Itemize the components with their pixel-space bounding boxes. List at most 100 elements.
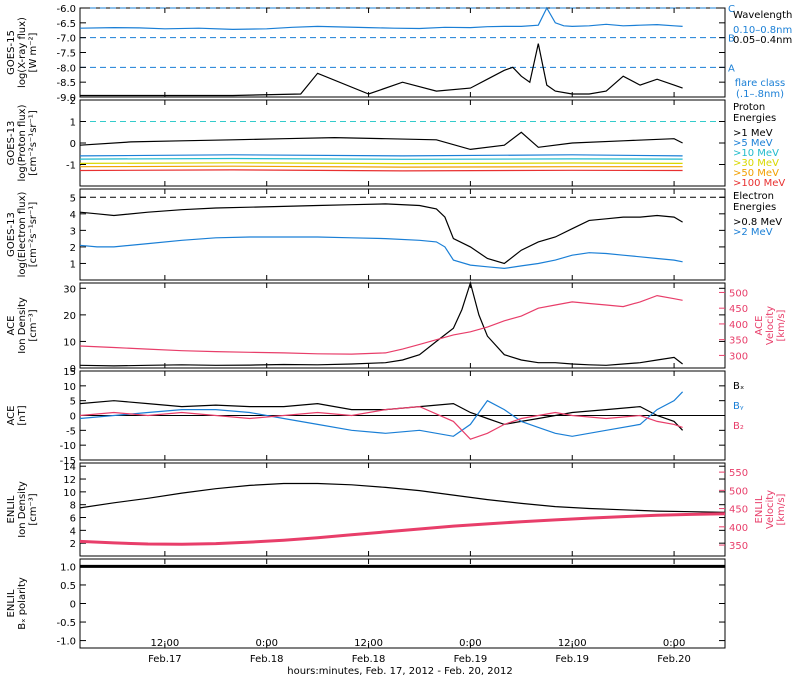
flare-class-note: flare class bbox=[735, 78, 785, 89]
y-tick-label: 1 bbox=[70, 118, 76, 129]
y-tick-label: 4 bbox=[70, 210, 76, 221]
y-right-tick-label: 450 bbox=[729, 505, 748, 516]
y-right-tick-label: 350 bbox=[729, 336, 748, 347]
y-tick-label: 14 bbox=[63, 462, 76, 473]
y-tick-label: 0 bbox=[70, 600, 76, 611]
y-axis-label: log(Electron flux) bbox=[17, 192, 28, 278]
flare-class-label: B bbox=[728, 34, 735, 45]
series-ion-density bbox=[79, 482, 726, 513]
panel-frame bbox=[79, 282, 726, 369]
y-tick-label: 4 bbox=[70, 526, 76, 537]
y-axis-label: GOES-13 bbox=[6, 121, 17, 166]
series-0-10-0-8nm bbox=[79, 6, 683, 31]
y-right-tick-label: 300 bbox=[729, 351, 748, 362]
legend-title: Energies bbox=[733, 202, 776, 213]
y-tick-label: -0.5 bbox=[56, 618, 76, 629]
y-tick-label: -7.0 bbox=[56, 34, 76, 45]
flare-class-label: A bbox=[728, 63, 735, 74]
y-tick-label: 0 bbox=[70, 364, 76, 375]
y-tick-label: 2 bbox=[70, 539, 76, 550]
series--50-mev bbox=[79, 165, 683, 168]
legend-entry: Bᵧ bbox=[733, 401, 744, 412]
y-axis-label: log(Proton flux) bbox=[17, 104, 28, 181]
x-axis: 12:00 Feb.17 0:00 Feb.18 12:00 Feb.18 0:00 Feb.… bbox=[148, 638, 691, 665]
legend-entry: B₂ bbox=[733, 421, 744, 432]
x-tick-label-time: 12:00 bbox=[354, 638, 383, 649]
y-right-tick-label: 550 bbox=[729, 468, 748, 479]
series-bx bbox=[79, 400, 684, 431]
y-axis-label: Bₓ polarity bbox=[17, 577, 28, 630]
y-tick-label: 8 bbox=[70, 501, 76, 512]
y-tick-label: 12 bbox=[63, 475, 76, 486]
legend-title: Proton bbox=[733, 102, 765, 113]
panel-frame bbox=[79, 188, 726, 281]
y-tick-label: -8.0 bbox=[56, 63, 76, 74]
panel-electron: 5 4 3 2 1 GOES-13 log(Electron flux) [cm⁻²s⁻¹sr… bbox=[6, 188, 782, 281]
x-tick-label-time: 12:00 bbox=[150, 638, 179, 649]
legend-entry: 0.10–0.8nm bbox=[733, 25, 792, 36]
legend-entry: >30 MeV bbox=[733, 158, 779, 169]
y-tick-label: -1.0 bbox=[56, 637, 76, 648]
y-tick-label: 30 bbox=[63, 284, 76, 295]
series--2-mev bbox=[79, 236, 683, 270]
y-axis-label: [cm⁻³] bbox=[28, 493, 39, 525]
y-right-tick-label: 350 bbox=[729, 541, 748, 552]
y-tick-label: 1.0 bbox=[60, 562, 76, 573]
y-axis-label: ENLIL bbox=[6, 495, 17, 523]
y-tick-label: -9.0 bbox=[56, 93, 76, 104]
series--5-mev bbox=[79, 154, 683, 157]
y-tick-label: 15 bbox=[63, 367, 76, 378]
y-right-axis-label: Velocity bbox=[765, 306, 776, 345]
y-right-axis-label: [km/s] bbox=[776, 309, 787, 341]
x-tick-label-time: 0:00 bbox=[459, 638, 481, 649]
y-right-tick-label: 400 bbox=[729, 523, 748, 534]
y-tick-label: 0 bbox=[70, 412, 76, 423]
x-tick-label-date: Feb.18 bbox=[352, 654, 386, 665]
y-tick-label: 5 bbox=[70, 397, 76, 408]
y-axis-label: ENLIL bbox=[6, 589, 17, 617]
legend-entry: >50 MeV bbox=[733, 168, 779, 179]
flare-class-note: (.1–.8nm) bbox=[736, 89, 784, 100]
legend-entry: >0.8 MeV bbox=[733, 217, 782, 228]
y-axis-label: [cm⁻²s⁻¹sr⁻¹] bbox=[28, 110, 39, 176]
y-axis-label: Ion Density bbox=[17, 297, 28, 354]
y-tick-label: 1 bbox=[70, 259, 76, 270]
y-tick-label: -15 bbox=[60, 456, 76, 467]
series-velocity bbox=[79, 512, 726, 546]
panel-frame bbox=[79, 462, 726, 557]
y-tick-label: 10 bbox=[63, 488, 76, 499]
y-tick-label: -10 bbox=[60, 441, 76, 452]
y-right-tick-label: 400 bbox=[729, 320, 748, 331]
panel-ace_mag: 15 10 5 0 -5 -10 -15 ACE [nT] Bₓ Bᵧ B₂ bbox=[6, 367, 744, 467]
series--100-mev bbox=[79, 169, 683, 172]
y-right-tick-label: 500 bbox=[729, 486, 748, 497]
y-right-tick-label: 450 bbox=[729, 304, 748, 315]
y-right-axis-label: ENLIL bbox=[754, 495, 765, 523]
panel-frame bbox=[79, 99, 726, 187]
y-tick-label: -5 bbox=[66, 426, 76, 437]
x-tick-label-date: Feb.19 bbox=[454, 654, 488, 665]
x-tick-label-date: Feb.20 bbox=[657, 654, 691, 665]
y-axis-label: GOES-15 bbox=[6, 30, 17, 75]
y-tick-label: -1 bbox=[66, 161, 76, 172]
y-axis-label: log(X-ray flux) bbox=[17, 17, 28, 88]
y-tick-label: 10 bbox=[63, 382, 76, 393]
legend-entry: >100 MeV bbox=[733, 178, 785, 189]
panel-frame bbox=[79, 558, 726, 649]
series--1-mev bbox=[79, 131, 683, 151]
y-right-tick-label: 500 bbox=[729, 288, 748, 299]
y-right-axis-label: ACE bbox=[754, 316, 765, 336]
y-axis-label: [nT] bbox=[17, 405, 28, 425]
panel-xray: C B A -6.0 -6.5 -7.0 -7.5 -8.0 -8.5 -9.0 GOES-15 lo… bbox=[6, 4, 792, 104]
x-axis-label: hours:minutes, Feb. 17, 2012 - Feb. 20, … bbox=[287, 666, 512, 677]
panel-enlil_polarity: 1.0 0.5 0 -0.5 -1.0 ENLIL Bₓ polarity bbox=[6, 558, 726, 649]
y-axis-label: [W m⁻²] bbox=[28, 32, 39, 72]
y-axis-label: ACE bbox=[6, 406, 17, 426]
x-tick-label-date: Feb.18 bbox=[250, 654, 284, 665]
y-right-axis-label: [km/s] bbox=[776, 493, 787, 525]
legend-entry: Bₓ bbox=[733, 381, 744, 392]
series-bz bbox=[79, 405, 683, 440]
